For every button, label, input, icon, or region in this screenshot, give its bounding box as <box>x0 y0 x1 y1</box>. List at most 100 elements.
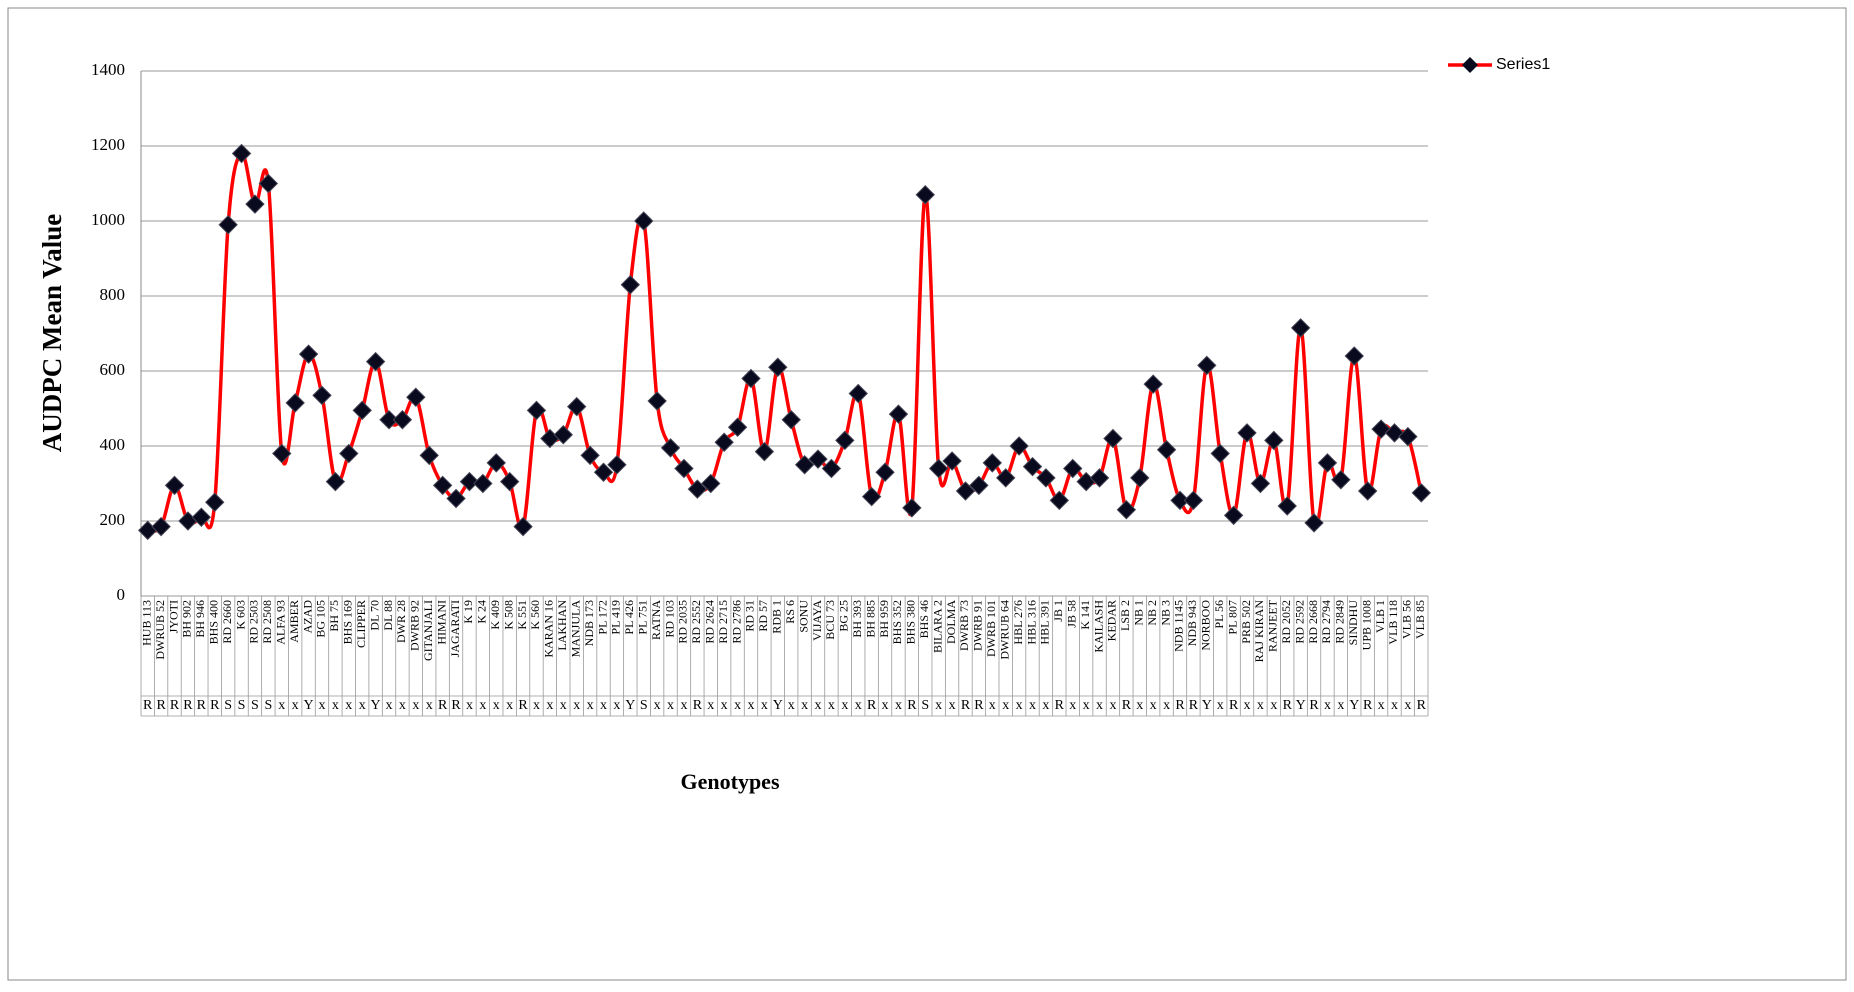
category-code: x <box>721 698 728 713</box>
x-tick-label: RAJ KIRAN <box>1252 600 1266 663</box>
y-tick-label: 1400 <box>91 60 125 79</box>
data-point <box>848 383 868 404</box>
x-tick-label: NB 2 <box>1145 600 1159 626</box>
x-tick-label: KAILASH <box>1091 600 1105 653</box>
data-point <box>1411 483 1432 503</box>
x-tick-label: BH 902 <box>180 600 194 638</box>
x-tick-label: RD 31 <box>743 600 757 632</box>
category-code: Y <box>1202 698 1212 713</box>
x-tick-label: BHS 352 <box>890 600 904 644</box>
category-code: x <box>855 698 862 713</box>
category-code: x <box>546 698 553 713</box>
x-tick-label: ALFA 93 <box>274 600 288 645</box>
x-tick-label: BH 885 <box>863 600 877 638</box>
x-tick-label: JYOTI <box>166 600 180 633</box>
data-point <box>982 453 1003 473</box>
category-code: x <box>1150 698 1157 713</box>
x-tick-label: VIJAYA <box>810 600 824 641</box>
category-code: x <box>1163 698 1170 713</box>
data-point <box>164 475 185 496</box>
data-point <box>1331 470 1351 490</box>
x-tick-label: DOLMA <box>944 600 958 644</box>
x-tick-label: K 24 <box>475 600 489 624</box>
x-tick-label: NDB 1145 <box>1172 600 1186 652</box>
data-point <box>915 185 935 205</box>
data-point <box>1049 490 1070 511</box>
x-tick-label: NB 3 <box>1158 600 1172 626</box>
x-tick-label: RD 2715 <box>716 600 730 644</box>
x-tick-label: HBL 316 <box>1024 600 1038 645</box>
x-tick-label: DL 88 <box>381 600 395 631</box>
data-point <box>794 455 815 475</box>
data-point <box>339 443 359 464</box>
category-code: x <box>734 698 741 713</box>
data-point <box>446 488 466 509</box>
category-code: x <box>1042 698 1049 713</box>
data-point <box>768 357 788 377</box>
x-tick-label: BG 105 <box>314 600 328 638</box>
x-tick-label: VLB 1 <box>1373 600 1387 633</box>
x-tick-label: K 508 <box>501 600 515 630</box>
category-code: x <box>1136 698 1143 713</box>
category-code: R <box>438 698 448 713</box>
data-point <box>1197 355 1217 376</box>
category-code: S <box>921 698 929 713</box>
category-code: x <box>1244 698 1251 713</box>
x-tick-label: PL 807 <box>1225 600 1239 635</box>
data-point <box>969 475 989 496</box>
category-code: R <box>1055 698 1065 713</box>
data-point <box>1183 490 1204 511</box>
x-tick-label: LSB 2 <box>1118 600 1132 631</box>
data-point <box>1063 458 1083 479</box>
x-tick-label: BILARA 2 <box>930 600 944 653</box>
data-point <box>245 194 265 214</box>
category-code: x <box>359 698 366 713</box>
data-point <box>727 417 748 437</box>
x-tick-label: NORBOO <box>1199 600 1213 651</box>
data-point <box>1290 318 1311 338</box>
category-code: x <box>1029 698 1036 713</box>
data-point <box>352 400 372 421</box>
x-tick-label: RD 2668 <box>1306 600 1320 644</box>
x-tick-label: RD 2660 <box>220 600 234 644</box>
category-code: x <box>828 698 835 713</box>
category-code: x <box>479 698 486 713</box>
category-code: Y <box>304 698 314 713</box>
data-point <box>191 507 212 527</box>
x-tick-label: RD 2794 <box>1319 600 1333 644</box>
x-tick-label: BHS 169 <box>341 600 355 644</box>
data-point <box>674 458 694 479</box>
data-point <box>741 368 761 389</box>
category-code: Y <box>1349 698 1359 713</box>
y-tick-label: 1000 <box>91 210 125 229</box>
category-code: x <box>533 698 540 713</box>
x-tick-label: DWRB 101 <box>984 600 998 657</box>
x-tick-label: DWRUB 52 <box>153 600 167 660</box>
x-tick-label: DWRB 92 <box>408 600 422 651</box>
category-code: R <box>867 698 877 713</box>
category-code: x <box>1257 698 1264 713</box>
data-point <box>1089 468 1110 488</box>
x-tick-label: K 141 <box>1078 600 1092 630</box>
data-point <box>566 396 587 417</box>
category-code: x <box>841 698 848 713</box>
x-tick-label: VLB 85 <box>1413 600 1427 639</box>
category-code: x <box>332 698 339 713</box>
data-point <box>1210 443 1230 464</box>
category-code: R <box>143 698 153 713</box>
category-code: R <box>907 698 917 713</box>
category-code: Y <box>625 698 635 713</box>
data-point <box>701 473 721 494</box>
x-tick-label: MANJULA <box>568 600 582 658</box>
data-point <box>1357 481 1378 501</box>
y-tick-label: 0 <box>117 585 126 604</box>
x-tick-label: NDB 173 <box>582 600 596 646</box>
category-code: R <box>1417 698 1427 713</box>
x-tick-label: BG 25 <box>837 600 851 632</box>
category-code: x <box>399 698 406 713</box>
data-point <box>553 425 574 445</box>
category-code: x <box>466 698 473 713</box>
data-point <box>1036 468 1056 488</box>
category-code: x <box>667 698 674 713</box>
category-code: x <box>815 698 822 713</box>
